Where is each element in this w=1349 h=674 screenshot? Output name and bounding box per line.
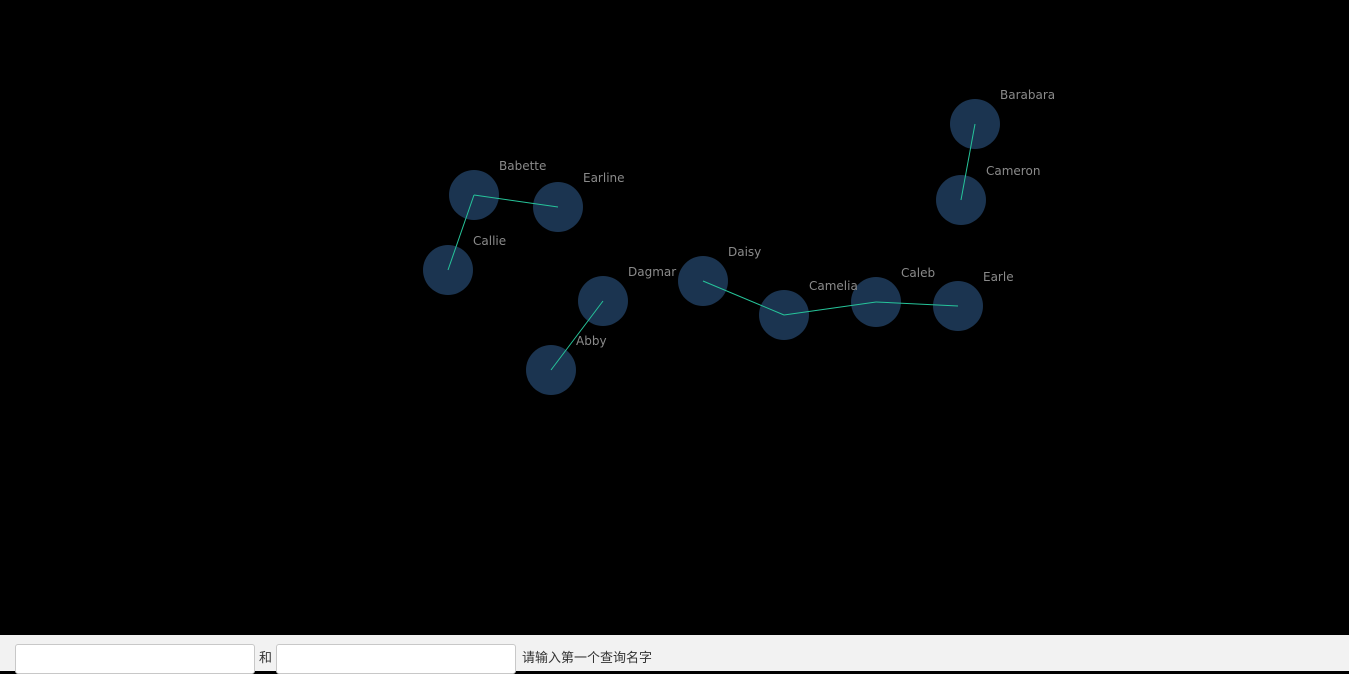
edge-layer [447,123,976,371]
and-label: 和 [259,651,273,666]
graph-node-label-babette: Babette [499,159,546,173]
graph-edge-barabara-cameron [960,123,976,201]
query-hint: 请输入第一个查询名字 [522,651,653,666]
label-layer: Barabara Cameron Babette Earline Callie Dagma… [473,88,1055,348]
graph-node-label-cameron: Cameron [986,164,1040,178]
graph-node-label-dagmar: Dagmar [628,265,676,279]
graph-node-label-caleb: Caleb [901,266,935,280]
graph-node-label-earle: Earle [983,270,1014,284]
graph-node-label-daisy: Daisy [728,245,761,259]
graph-edge-daisy-camelia [702,280,785,316]
graph-edge-dagmar-abby [550,300,604,371]
graph-node-label-earline: Earline [583,171,625,185]
graph-canvas[interactable]: Barabara Cameron Babette Earline Callie Dagma… [0,0,1349,635]
graph-edge-babette-callie [447,194,475,271]
graph-node-label-barabara: Barabara [1000,88,1055,102]
graph-node-label-callie: Callie [473,234,506,248]
graph-node-label-camelia: Camelia [809,279,858,293]
query-bar: 和 请输入第一个查询名字 [0,635,1349,674]
graph-node-label-abby: Abby [576,334,607,348]
second-name-input[interactable] [276,644,517,674]
node-layer [423,99,1000,395]
graph-edge-babette-earline [473,194,559,208]
graph-edge-camelia-caleb [783,301,877,316]
first-name-input[interactable] [15,644,255,674]
graph-svg[interactable]: Barabara Cameron Babette Earline Callie Dagma… [0,0,1349,635]
graph-edge-caleb-earle [875,301,959,307]
